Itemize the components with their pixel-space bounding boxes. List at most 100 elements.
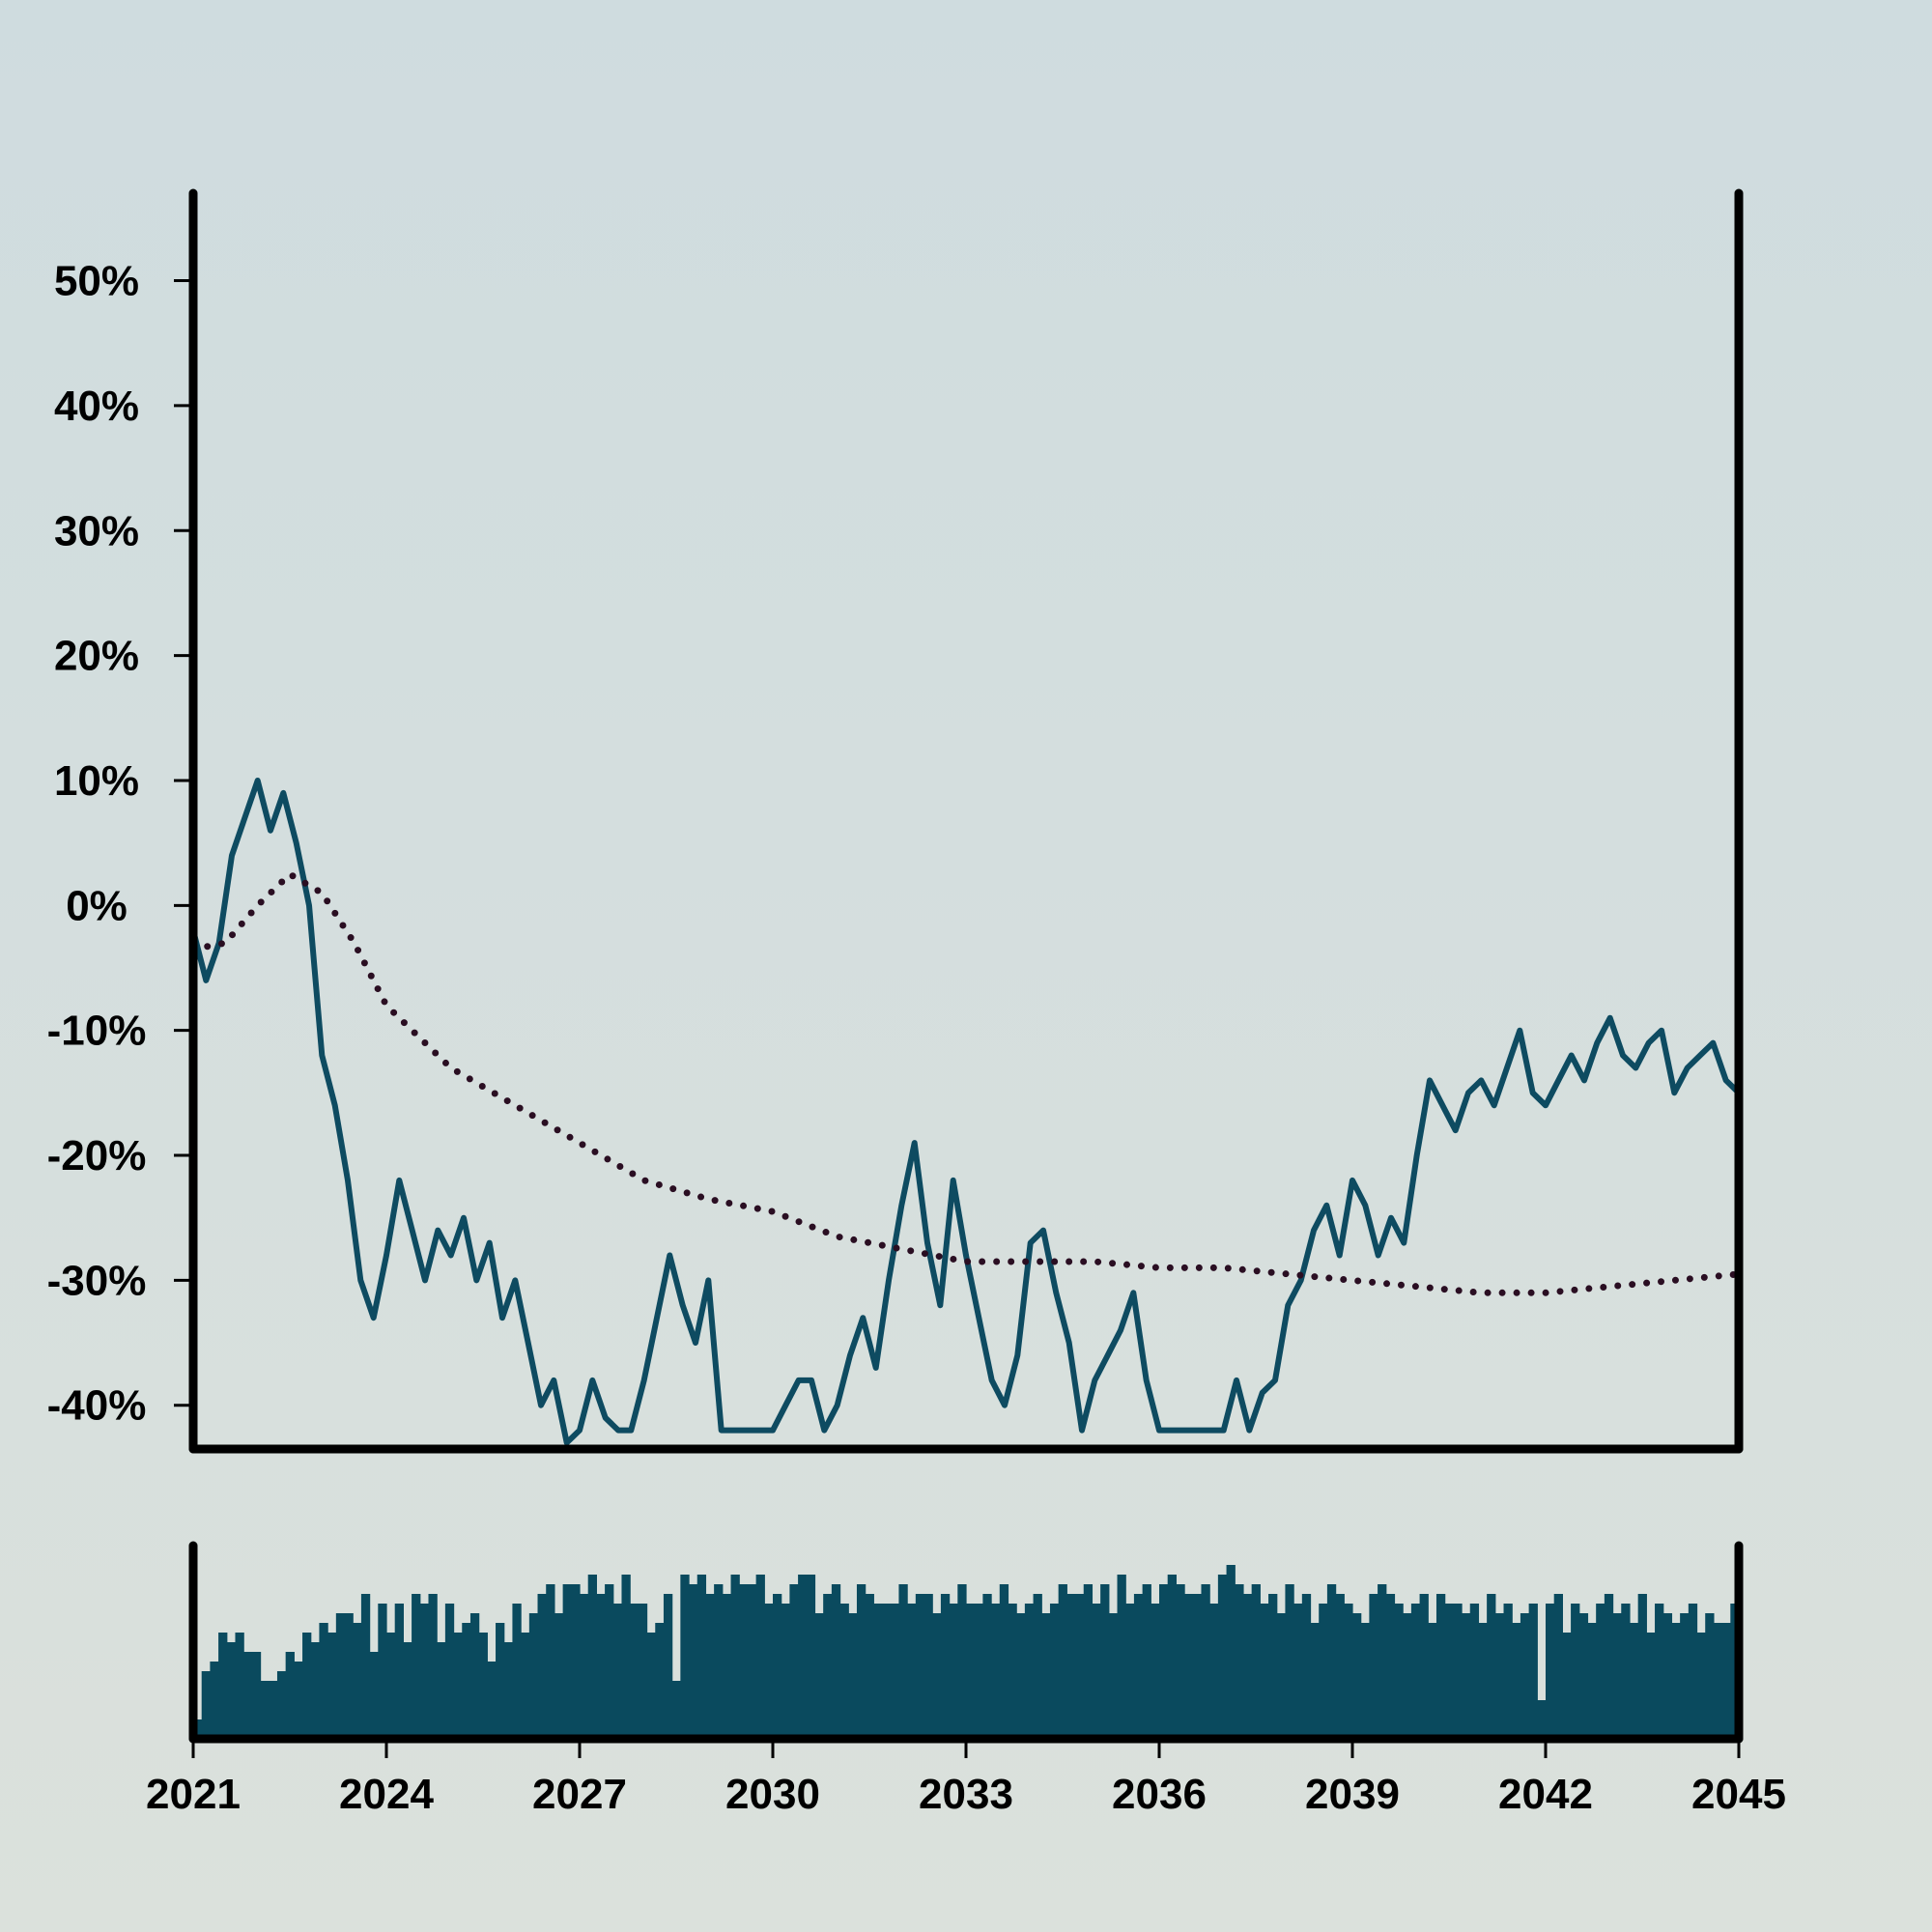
volume-bar <box>1410 1604 1421 1739</box>
volume-bar <box>991 1604 1001 1739</box>
volume-bar <box>1108 1613 1119 1739</box>
volume-bar <box>1394 1604 1404 1739</box>
volume-bar <box>1201 1584 1210 1739</box>
volume-bar <box>1621 1604 1631 1739</box>
volume-bar <box>923 1594 933 1739</box>
volume-bar <box>1184 1594 1194 1739</box>
volume-bar <box>571 1584 581 1739</box>
volume-bar <box>1058 1584 1067 1739</box>
volume-bar <box>831 1584 841 1739</box>
volume-bar <box>1066 1594 1076 1739</box>
volume-bar <box>630 1604 639 1739</box>
volume-bar <box>496 1623 505 1739</box>
volume-bar <box>814 1613 824 1739</box>
volume-bar <box>1335 1594 1345 1739</box>
volume-bar <box>1503 1604 1513 1739</box>
volume-bar <box>1326 1584 1337 1739</box>
series-group <box>193 778 1739 1446</box>
volume-bar <box>1444 1604 1454 1739</box>
volume-bar <box>554 1613 564 1739</box>
volume-bar <box>722 1594 732 1739</box>
volume-bar <box>663 1594 673 1739</box>
volume-bar <box>235 1633 244 1739</box>
volume-bar <box>580 1594 589 1739</box>
volume-bar <box>890 1604 900 1739</box>
axes-group <box>188 188 1744 1744</box>
volume-bar <box>1301 1594 1312 1739</box>
volume-bar <box>218 1633 228 1739</box>
volume-bar <box>1024 1604 1035 1739</box>
volume-bars-group <box>193 1565 1740 1739</box>
volume-bar <box>394 1604 404 1739</box>
volume-bar <box>1385 1594 1396 1739</box>
volume-bar <box>562 1584 572 1739</box>
volume-bar <box>966 1604 976 1739</box>
volume-bar <box>294 1662 303 1739</box>
volume-bar <box>1016 1613 1026 1739</box>
volume-bar <box>1562 1633 1572 1739</box>
x-tick-label: 2042 <box>1498 1771 1593 1818</box>
y-tick-label: 10% <box>54 757 139 805</box>
volume-bar <box>1260 1604 1269 1739</box>
volume-bar <box>1360 1623 1370 1739</box>
volume-bar <box>1487 1594 1496 1739</box>
volume-bar <box>243 1652 253 1739</box>
volume-bar <box>1528 1604 1538 1739</box>
volume-bar <box>344 1613 354 1739</box>
volume-bar <box>1319 1604 1328 1739</box>
volume-bar <box>1637 1594 1647 1739</box>
volume-bar <box>1133 1594 1144 1739</box>
volume-bar <box>1578 1613 1589 1739</box>
volume-bar <box>537 1594 547 1739</box>
volume-bar <box>773 1594 782 1739</box>
volume-bar <box>1251 1584 1261 1739</box>
volume-bar <box>276 1671 287 1739</box>
volume-bar <box>957 1584 967 1739</box>
volume-bar <box>327 1633 337 1739</box>
volume-bar <box>882 1604 892 1739</box>
volume-bar <box>932 1613 942 1739</box>
volume-bar <box>360 1594 371 1739</box>
volume-bar <box>353 1623 362 1739</box>
volume-bar <box>1293 1604 1303 1739</box>
volume-bar <box>478 1633 488 1739</box>
volume-bar <box>1285 1584 1294 1739</box>
volume-bar <box>940 1594 951 1739</box>
trend-line-dotted <box>193 870 1739 1296</box>
volume-bar <box>428 1594 438 1739</box>
volume-bar <box>1117 1575 1126 1739</box>
volume-bar <box>1075 1594 1085 1739</box>
volume-bar <box>1352 1613 1362 1739</box>
volume-bar <box>999 1584 1009 1739</box>
x-tick-label: 2027 <box>532 1771 627 1818</box>
volume-bar <box>1378 1584 1387 1739</box>
volume-bar <box>806 1575 816 1739</box>
volume-bar <box>1435 1594 1446 1739</box>
volume-bar <box>419 1604 430 1739</box>
volume-bar <box>260 1681 270 1739</box>
volume-bar <box>646 1633 656 1739</box>
volume-bar <box>369 1652 379 1739</box>
volume-bar <box>1705 1613 1715 1739</box>
volume-bar <box>689 1584 698 1739</box>
volume-bar <box>1537 1700 1547 1739</box>
volume-bar <box>521 1633 530 1739</box>
volume-bar <box>1242 1594 1253 1739</box>
volume-bar <box>1587 1623 1597 1739</box>
volume-bar <box>605 1584 614 1739</box>
volume-bar <box>705 1594 715 1739</box>
y-tick-label: 40% <box>54 383 139 430</box>
volume-bar <box>1596 1604 1605 1739</box>
x-tick-label: 2024 <box>339 1771 434 1818</box>
volume-bar <box>680 1575 690 1739</box>
y-tick-label: -40% <box>47 1382 147 1430</box>
volume-bar <box>1151 1604 1160 1739</box>
volume-bar <box>1462 1613 1471 1739</box>
volume-bar <box>865 1594 874 1739</box>
volume-bar <box>671 1681 681 1739</box>
volume-bar <box>755 1575 765 1739</box>
volume-bar <box>1553 1594 1563 1739</box>
volume-bar <box>1469 1604 1480 1739</box>
volume-bar <box>1092 1604 1101 1739</box>
volume-bar <box>1604 1594 1614 1739</box>
